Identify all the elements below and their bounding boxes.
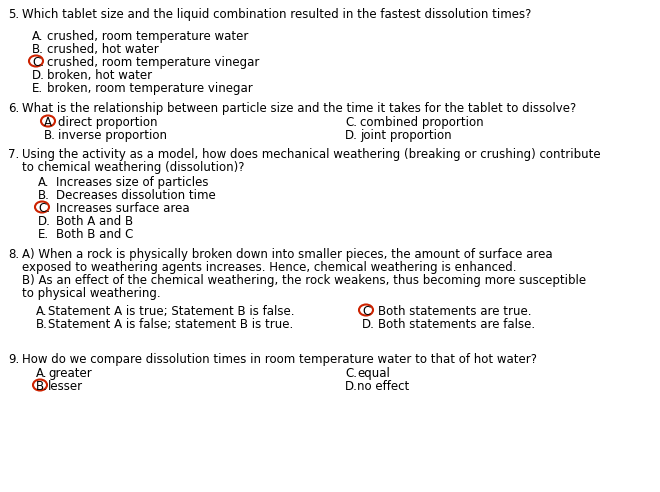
Text: Both statements are false.: Both statements are false.	[378, 318, 535, 331]
Text: D.: D.	[32, 69, 45, 82]
Text: B.: B.	[32, 43, 44, 56]
Text: B) As an effect of the chemical weathering, the rock weakens, thus becoming more: B) As an effect of the chemical weatheri…	[22, 274, 586, 287]
Text: B.: B.	[38, 189, 50, 202]
Text: A) When a rock is physically broken down into smaller pieces, the amount of surf: A) When a rock is physically broken down…	[22, 248, 552, 261]
Text: D.: D.	[345, 380, 358, 393]
Text: A: A	[44, 116, 52, 129]
Text: E.: E.	[32, 82, 43, 95]
Text: Which tablet size and the liquid combination resulted in the fastest dissolution: Which tablet size and the liquid combina…	[22, 8, 531, 21]
Text: C.: C.	[32, 56, 44, 69]
Text: exposed to weathering agents increases. Hence, chemical weathering is enhanced.: exposed to weathering agents increases. …	[22, 261, 517, 274]
Text: combined proportion: combined proportion	[360, 116, 484, 129]
Text: direct proportion: direct proportion	[58, 116, 158, 129]
Text: lesser: lesser	[48, 380, 83, 393]
Text: inverse proportion: inverse proportion	[58, 129, 167, 142]
Text: B.: B.	[36, 318, 48, 331]
Text: broken, room temperature vinegar: broken, room temperature vinegar	[47, 82, 253, 95]
Text: A.: A.	[36, 305, 48, 318]
Text: C.: C.	[345, 116, 357, 129]
Text: equal: equal	[357, 367, 390, 380]
Text: B.: B.	[44, 129, 56, 142]
Text: C: C	[362, 305, 370, 318]
Text: Statement A is false; statement B is true.: Statement A is false; statement B is tru…	[48, 318, 293, 331]
Text: B.: B.	[36, 380, 48, 393]
Text: D.: D.	[345, 129, 358, 142]
Text: 5.: 5.	[8, 8, 19, 21]
Text: Decreases dissolution time: Decreases dissolution time	[56, 189, 216, 202]
Text: D.: D.	[362, 318, 375, 331]
Text: Both B and C: Both B and C	[56, 228, 133, 241]
Text: E.: E.	[38, 228, 49, 241]
Text: Increases size of particles: Increases size of particles	[56, 176, 209, 189]
Text: A.: A.	[36, 367, 48, 380]
Text: C.: C.	[38, 202, 50, 215]
Text: crushed, room temperature vinegar: crushed, room temperature vinegar	[47, 56, 259, 69]
Text: Both A and B: Both A and B	[56, 215, 133, 228]
Text: crushed, room temperature water: crushed, room temperature water	[47, 30, 248, 43]
Text: to chemical weathering (dissolution)?: to chemical weathering (dissolution)?	[22, 161, 244, 174]
Text: 6.: 6.	[8, 102, 19, 115]
Text: 7.: 7.	[8, 148, 19, 161]
Text: A.: A.	[32, 30, 44, 43]
Text: broken, hot water: broken, hot water	[47, 69, 152, 82]
Text: C.: C.	[345, 367, 357, 380]
Text: Using the activity as a model, how does mechanical weathering (breaking or crush: Using the activity as a model, how does …	[22, 148, 601, 161]
Text: D.: D.	[38, 215, 51, 228]
Text: Statement A is true; Statement B is false.: Statement A is true; Statement B is fals…	[48, 305, 294, 318]
Text: crushed, hot water: crushed, hot water	[47, 43, 159, 56]
Text: A.: A.	[38, 176, 50, 189]
Text: What is the relationship between particle size and the time it takes for the tab: What is the relationship between particl…	[22, 102, 576, 115]
Text: Both statements are true.: Both statements are true.	[378, 305, 531, 318]
Text: to physical weathering.: to physical weathering.	[22, 287, 160, 300]
Text: joint proportion: joint proportion	[360, 129, 451, 142]
Text: Increases surface area: Increases surface area	[56, 202, 189, 215]
Text: no effect: no effect	[357, 380, 409, 393]
Text: 9.: 9.	[8, 353, 19, 366]
Text: greater: greater	[48, 367, 92, 380]
Text: 8.: 8.	[8, 248, 19, 261]
Text: How do we compare dissolution times in room temperature water to that of hot wat: How do we compare dissolution times in r…	[22, 353, 537, 366]
